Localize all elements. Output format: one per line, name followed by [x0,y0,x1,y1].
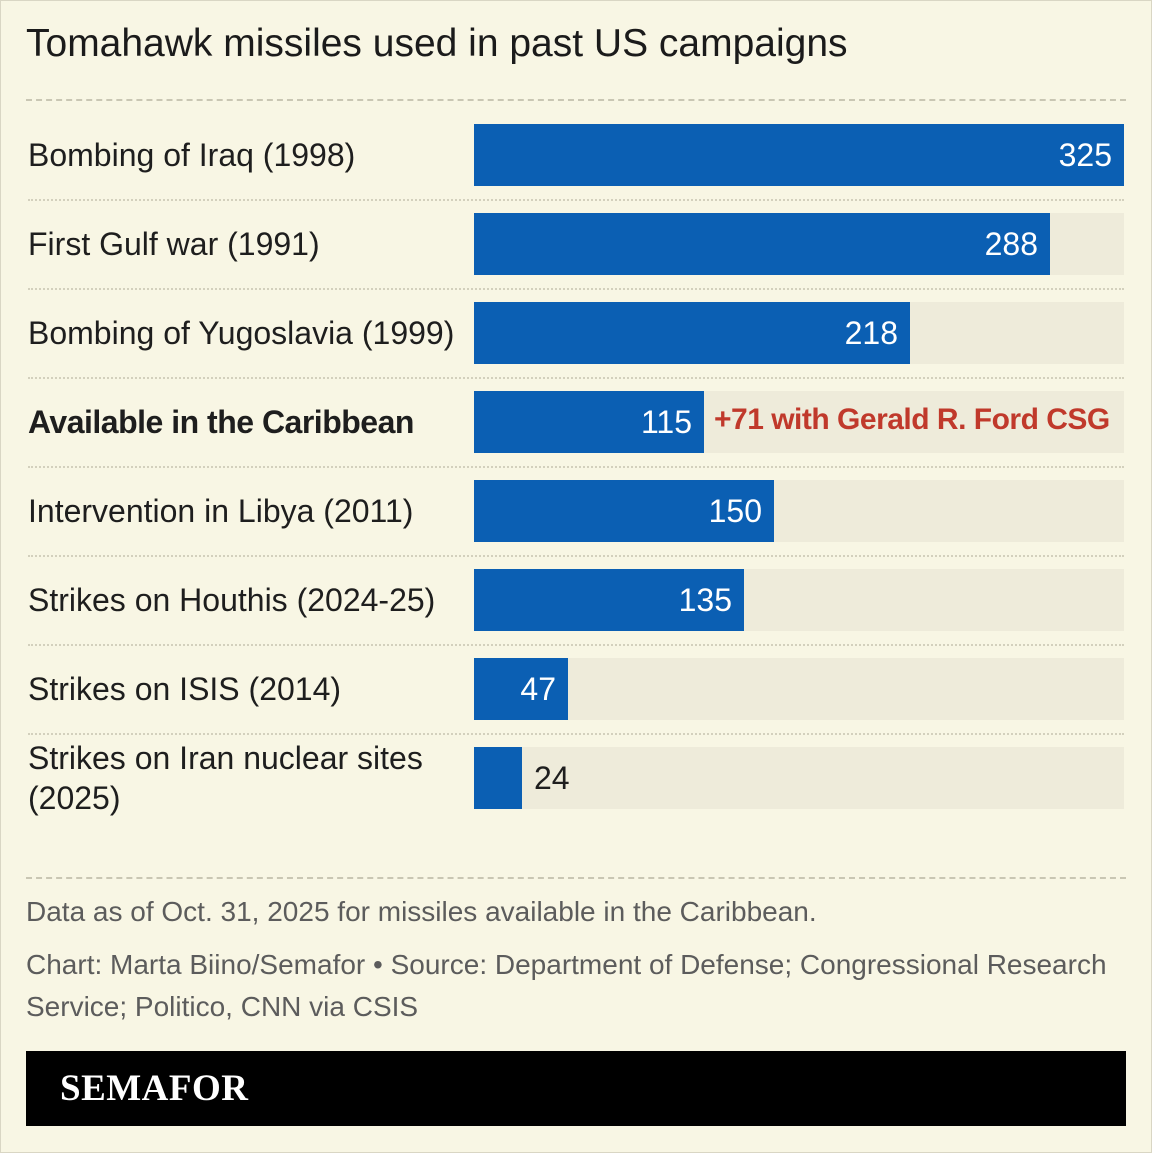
category-label: Available in the Caribbean [28,404,414,440]
bar-value-label: 150 [708,493,762,529]
category-label: Bombing of Yugoslavia (1999) [28,315,455,351]
bar-value-label: 47 [520,671,556,707]
bar-value-label: 325 [1058,137,1112,173]
title-divider [26,99,1126,101]
bar-value-label: 24 [534,760,570,796]
bar-chart: Bombing of Iraq (1998) 325 First Gulf war … [28,124,1124,816]
credit-line: Chart: Marta Biino/Semafor • Source: Dep… [26,949,1107,1022]
bar-value-label: 218 [844,315,898,351]
bar [474,124,1124,186]
chart-title: Tomahawk missiles used in past US campai… [26,22,848,65]
category-label: Intervention in Libya (2011) [28,493,414,529]
bar-annotation: +71 with Gerald R. Ford CSG [714,403,1110,436]
category-label: Strikes on Houthis (2024-25) [28,582,436,618]
bar-track [474,658,1124,720]
bar [474,391,704,453]
footnote: Data as of Oct. 31, 2025 for missiles av… [26,896,817,927]
row-separator [28,288,1124,290]
brand-bar: SEMAFOR [26,1051,1126,1126]
row-separator [28,377,1124,379]
bar [474,747,522,809]
bar [474,213,1050,275]
bar-value-label: 135 [678,582,732,618]
bar-track [474,747,1124,809]
row-separator [28,644,1124,646]
category-label: First Gulf war (1991) [28,226,320,262]
bar-value-label: 288 [984,226,1038,262]
bar [474,480,774,542]
bar-value-label: 115 [640,404,692,440]
brand-logo: SEMAFOR [60,1068,249,1109]
category-label: Bombing of Iraq (1998) [28,137,356,173]
row-separator [28,733,1124,735]
footer-divider [26,877,1126,879]
row-separator [28,555,1124,557]
category-label: Strikes on Iran nuclear sites (2025) [28,740,423,816]
category-label: Strikes on ISIS (2014) [28,671,342,707]
bar [474,302,910,364]
bar [474,658,568,720]
bar [474,569,744,631]
row-separator [28,466,1124,468]
row-separator [28,199,1124,201]
